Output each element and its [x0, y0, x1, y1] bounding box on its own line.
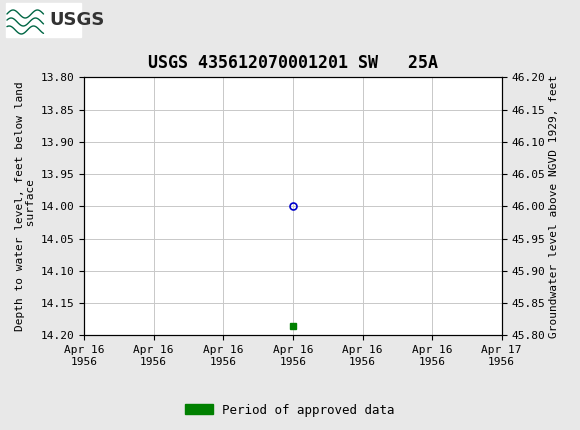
Text: USGS: USGS — [49, 11, 104, 29]
Y-axis label: Groundwater level above NGVD 1929, feet: Groundwater level above NGVD 1929, feet — [549, 75, 559, 338]
Legend: Period of approved data: Period of approved data — [180, 399, 400, 421]
Y-axis label: Depth to water level, feet below land
 surface: Depth to water level, feet below land su… — [15, 82, 37, 331]
Title: USGS 435612070001201 SW   25A: USGS 435612070001201 SW 25A — [148, 54, 438, 72]
FancyBboxPatch shape — [6, 3, 81, 37]
